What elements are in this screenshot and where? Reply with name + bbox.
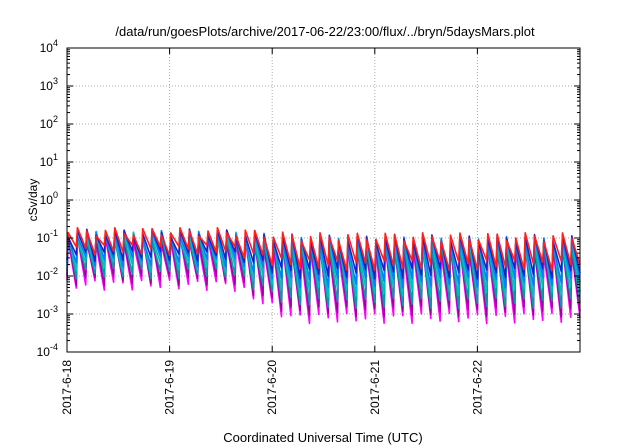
plot-frame (66, 47, 581, 353)
y-tick-label: 10-1 (37, 228, 58, 245)
x-tick-label: 2017-6-19 (163, 360, 177, 415)
x-axis: 2017-6-18 2017-6-19 2017-6-20 2017-6-21 2017… (60, 48, 484, 415)
y-tick-label: 10-2 (37, 266, 58, 283)
series-line (66, 226, 581, 272)
y-axis-label: cSv/day (26, 179, 40, 222)
y-tick-label: 10-3 (37, 304, 58, 321)
x-tick-label: 2017-6-21 (368, 360, 382, 415)
chart-title: /data/run/goesPlots/archive/2017-06-22/2… (115, 24, 535, 39)
y-axis: 10-4 10-3 10-2 10-1 100 101 102 103 104 (37, 38, 580, 359)
series-layer (66, 226, 581, 325)
x-axis-label: Coordinated Universal Time (UTC) (223, 430, 422, 445)
x-tick-label: 2017-6-22 (470, 360, 484, 415)
grid-lines (67, 48, 580, 352)
y-tick-label: 10-4 (37, 342, 58, 359)
x-tick-label: 2017-6-18 (60, 360, 74, 415)
x-tick-label: 2017-6-20 (265, 360, 279, 415)
y-tick-label: 104 (40, 38, 58, 55)
y-tick-label: 100 (40, 190, 58, 207)
y-tick-label: 101 (40, 152, 58, 169)
y-tick-label: 103 (40, 76, 58, 93)
y-tick-label: 102 (40, 114, 58, 131)
